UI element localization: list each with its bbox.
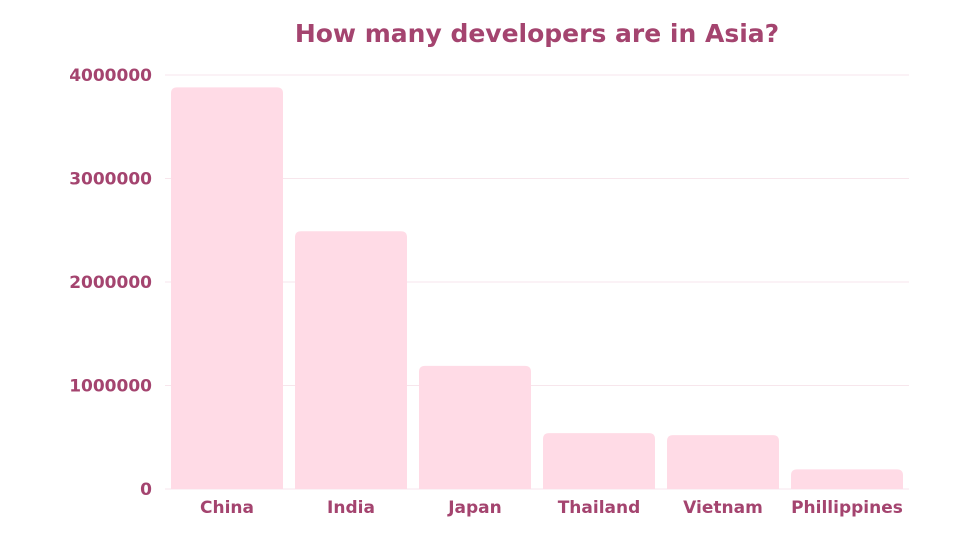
bar-vietnam xyxy=(667,435,779,489)
y-tick-label: 1000000 xyxy=(69,377,152,397)
gridlines xyxy=(165,74,909,490)
bar-phillippines xyxy=(791,469,903,489)
bar-thailand xyxy=(543,433,655,489)
x-tick-label: Thailand xyxy=(558,498,641,518)
bar-china xyxy=(171,87,283,490)
chart-title: How many developers are in Asia? xyxy=(295,19,779,48)
y-axis-ticks: 0 1000000 2000000 3000000 4000000 xyxy=(69,66,152,500)
bar-india xyxy=(295,231,407,489)
y-tick-label: 2000000 xyxy=(69,273,152,293)
bar-japan xyxy=(419,365,531,489)
x-tick-label: Japan xyxy=(447,498,502,518)
x-tick-label: China xyxy=(200,498,254,518)
y-tick-label: 3000000 xyxy=(69,170,152,190)
y-tick-label: 0 xyxy=(140,480,152,500)
x-tick-label: Vietnam xyxy=(683,498,763,518)
x-tick-label: Phillippines xyxy=(791,498,903,518)
y-tick-label: 4000000 xyxy=(69,66,152,86)
bars xyxy=(171,87,903,490)
x-tick-label: India xyxy=(327,498,375,518)
x-axis-labels: China India Japan Thailand Vietnam Phillippin… xyxy=(200,498,903,518)
